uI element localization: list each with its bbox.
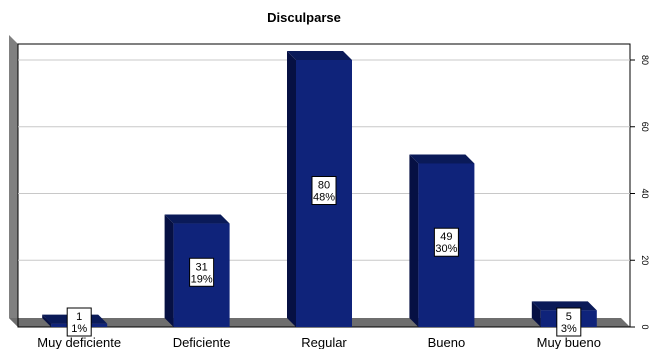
x-tick-label: Regular	[301, 335, 347, 349]
data-label: 11%	[66, 307, 92, 337]
x-tick-label: Bueno	[428, 335, 466, 349]
chart-title: Disculparse	[267, 10, 341, 25]
data-label-percent: 19%	[191, 273, 213, 285]
y-tick-label: 40	[640, 188, 650, 198]
bar-side	[164, 214, 174, 327]
y-tick-label: 80	[640, 55, 650, 65]
bar-bueno	[409, 154, 475, 327]
data-label-count: 1	[76, 311, 82, 323]
data-label-count: 49	[440, 231, 452, 243]
x-tick-label: Deficiente	[173, 335, 231, 349]
data-label: 53%	[556, 307, 582, 337]
data-label-count: 5	[566, 311, 572, 323]
data-label-percent: 3%	[561, 323, 577, 335]
data-label-box	[556, 307, 582, 337]
bar-side	[287, 51, 296, 327]
bar-side	[409, 154, 419, 327]
x-tick-label: Muy bueno	[537, 335, 601, 349]
data-label-percent: 30%	[435, 243, 457, 255]
data-label-box	[189, 257, 215, 287]
data-label-count: 31	[195, 261, 207, 273]
bar-top	[409, 154, 475, 164]
data-label-percent: 1%	[71, 323, 87, 335]
bar-side	[531, 301, 541, 327]
data-label-box	[433, 227, 459, 257]
y-tick-label: 60	[640, 122, 650, 132]
bar-top	[287, 51, 352, 60]
y-tick-label: 20	[640, 255, 650, 265]
y-tick-label: 0	[640, 324, 650, 329]
bar-side	[42, 314, 52, 327]
data-label-box	[66, 307, 92, 337]
bar-top	[164, 214, 230, 224]
data-label-box	[311, 176, 337, 205]
x-tick-label: Muy deficiente	[37, 335, 121, 349]
bar-regular	[287, 51, 352, 327]
left-wall	[9, 35, 18, 327]
y-axis: 0 20 40 60 80	[630, 55, 650, 330]
category-labels: Muy deficiente Deficiente Regular Bueno Muy …	[37, 335, 601, 349]
data-label-count: 80	[318, 180, 330, 192]
data-label-percent: 48%	[313, 192, 335, 204]
